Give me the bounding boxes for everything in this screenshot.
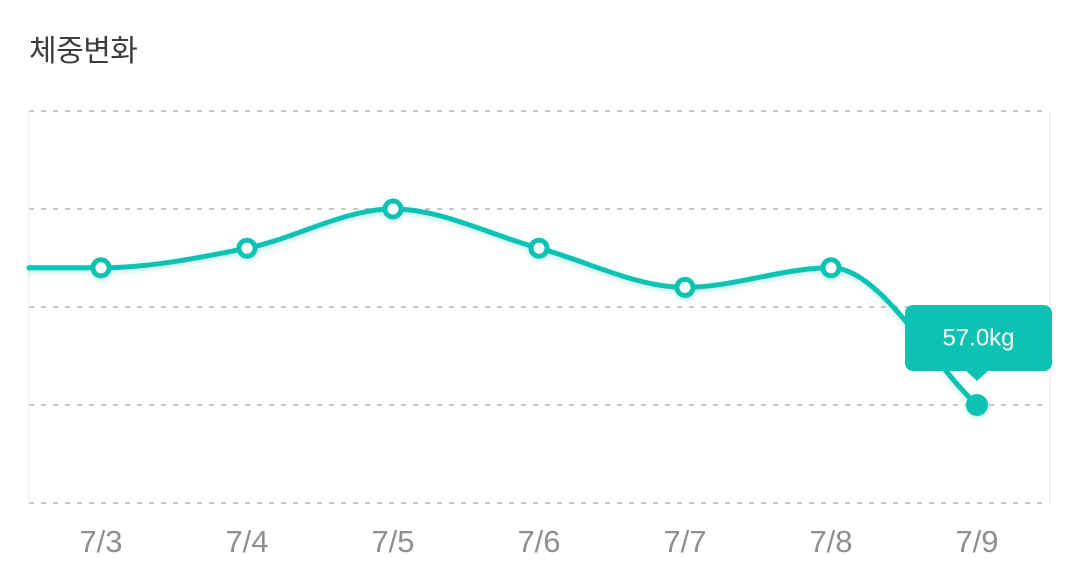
data-point-7-4[interactable] — [236, 237, 258, 259]
x-axis-label-7-7: 7/7 — [663, 524, 706, 559]
tooltip-value-label: 57.0kg — [942, 324, 1014, 351]
data-point-7-7[interactable] — [674, 276, 696, 298]
data-point-7-9-selected[interactable] — [966, 394, 988, 416]
x-axis-label-7-6: 7/6 — [517, 524, 560, 559]
tooltip-bubble — [905, 305, 1052, 371]
x-axis-label-7-4: 7/4 — [225, 524, 268, 559]
weight-series — [26, 198, 988, 416]
data-point-7-5[interactable] — [382, 198, 404, 220]
data-point-7-3[interactable] — [90, 257, 112, 279]
x-axis-label-7-8: 7/8 — [809, 524, 852, 559]
value-tooltip: 57.0kg — [905, 305, 1052, 381]
tooltip-arrow — [965, 370, 989, 381]
data-point-7-6[interactable] — [528, 237, 550, 259]
data-point-7-8[interactable] — [820, 257, 842, 279]
chart-title: 체중변화 — [29, 35, 138, 68]
x-axis-label-7-9: 7/9 — [955, 524, 998, 559]
x-axis-label-7-5: 7/5 — [371, 524, 414, 559]
x-axis-label-7-3: 7/3 — [79, 524, 122, 559]
